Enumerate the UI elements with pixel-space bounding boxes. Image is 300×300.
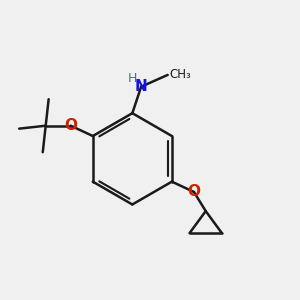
Text: N: N — [135, 79, 148, 94]
Text: O: O — [64, 118, 77, 133]
Text: CH₃: CH₃ — [169, 68, 191, 81]
Text: O: O — [188, 184, 200, 200]
Text: H: H — [128, 72, 137, 85]
